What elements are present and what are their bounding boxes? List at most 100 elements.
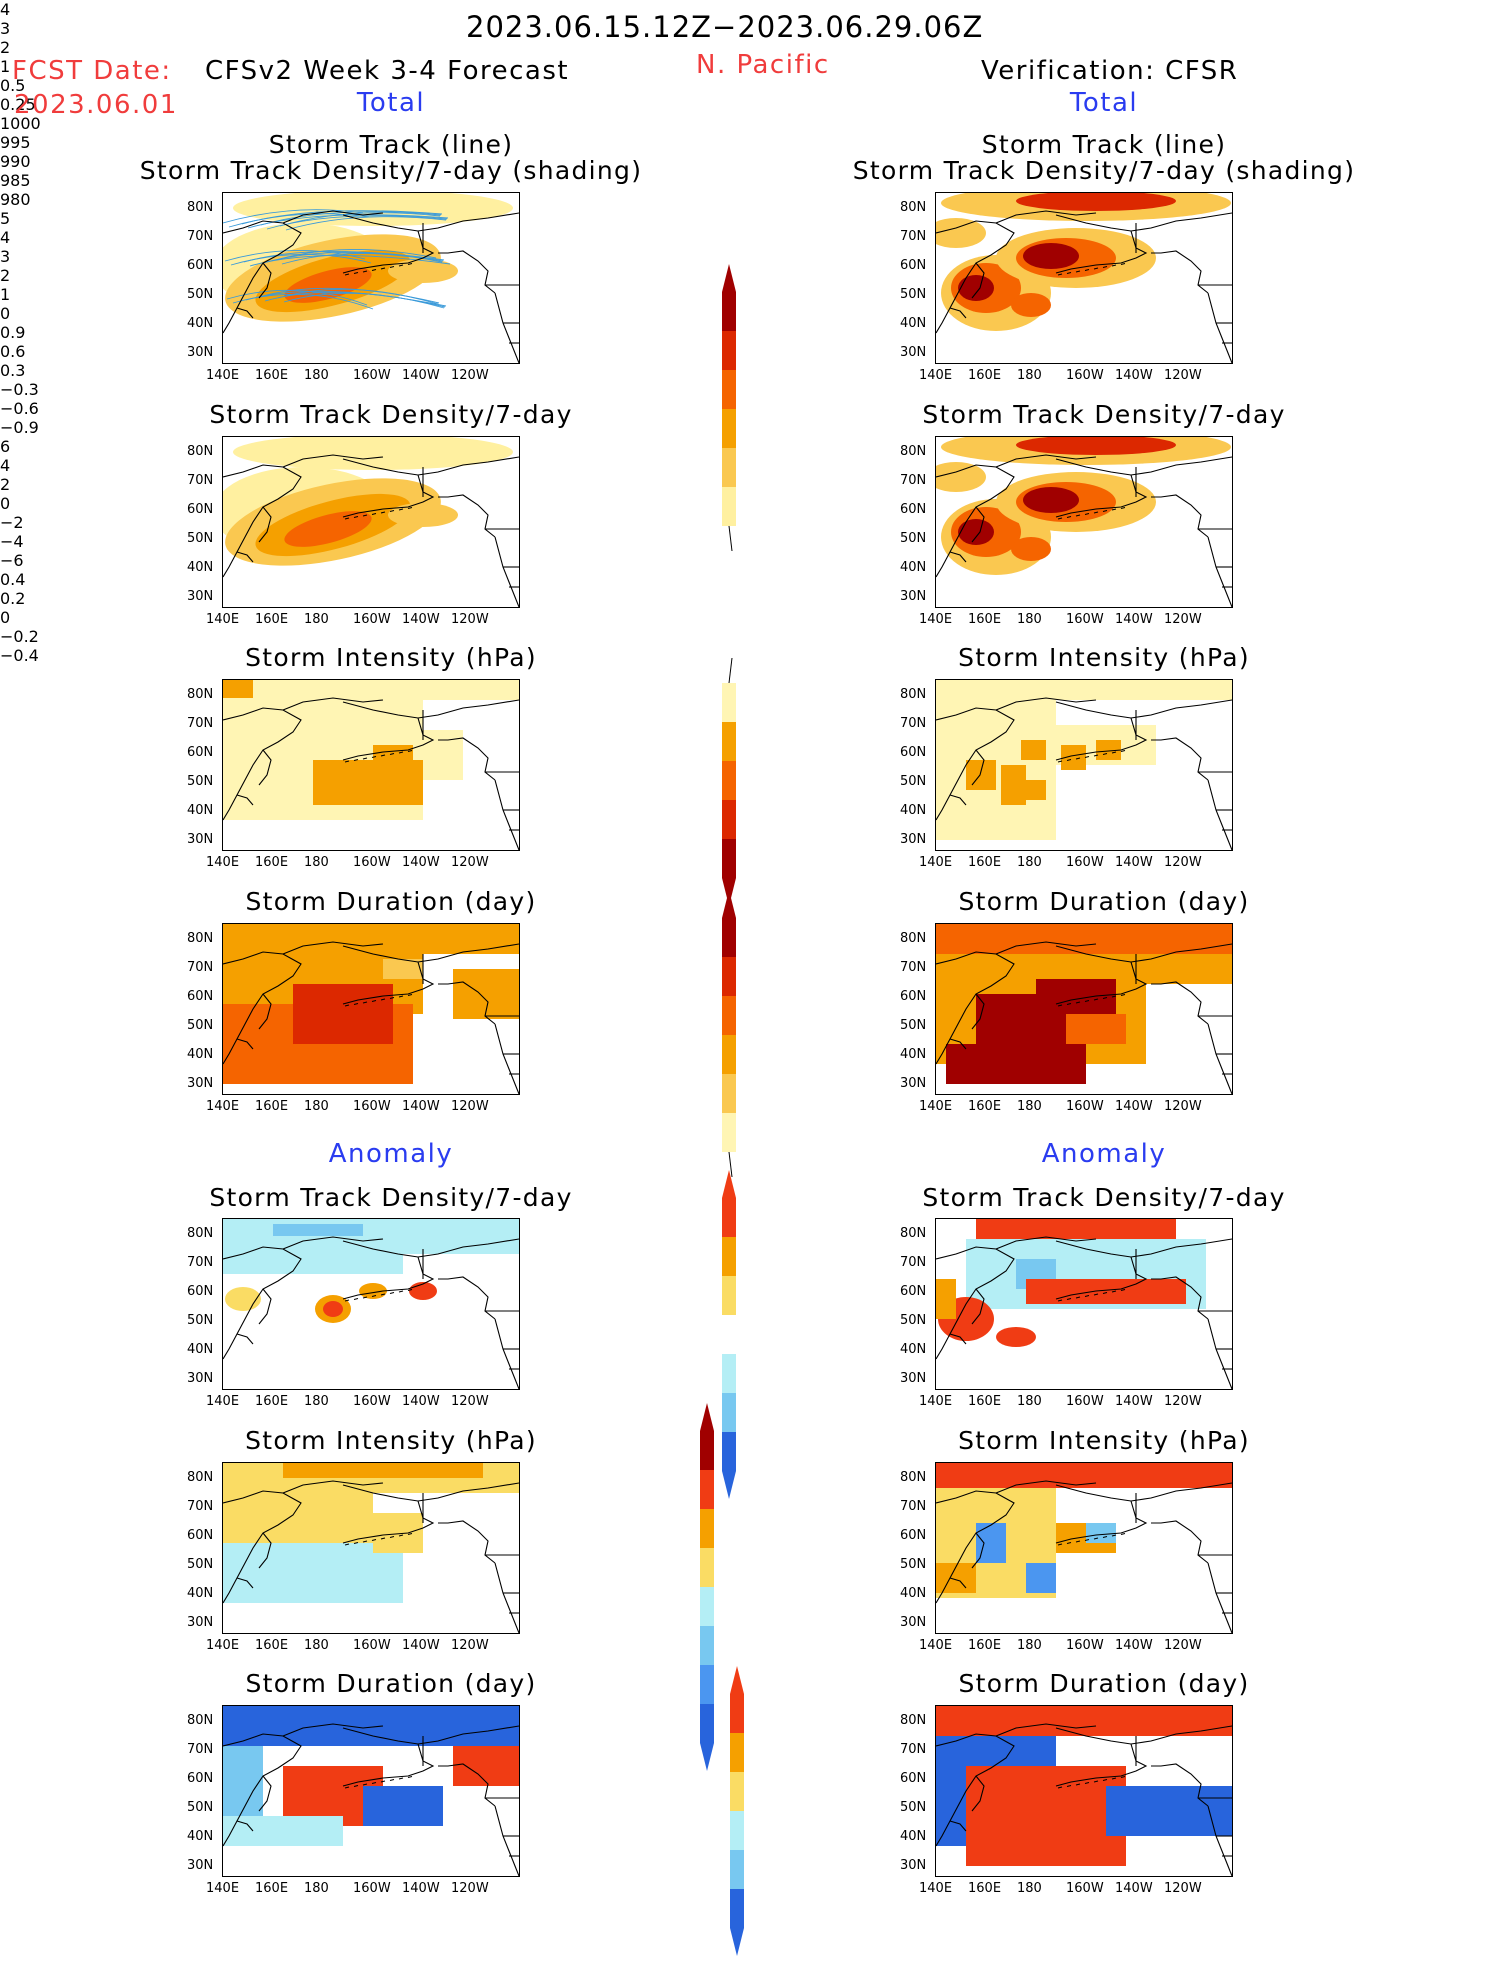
lon-tick-label: 140W	[1115, 1638, 1153, 1653]
fcst-date-value: 2023.06.01	[14, 90, 178, 120]
model-title: CFSv2 Week 3-4 Forecast	[205, 56, 570, 86]
coastline-segment	[398, 995, 404, 998]
lon-tick-label: 180	[304, 1638, 329, 1653]
lat-tick-label: 30N	[900, 345, 927, 360]
coastline-segment	[1057, 1786, 1063, 1789]
coastline-segment	[1207, 779, 1232, 850]
valid-period-title: 2023.06.15.12Z−2023.06.29.06Z	[466, 10, 984, 44]
coastline-segment	[362, 757, 368, 760]
colorbar-label: 990	[0, 152, 31, 171]
shading-cell	[363, 1786, 443, 1826]
title-r4: Storm Duration (day)	[958, 887, 1250, 916]
coastline-segment	[236, 794, 254, 806]
coastline-segment	[1151, 1520, 1209, 1564]
lat-tick-label: 40N	[900, 803, 927, 818]
coastline-segment	[258, 1775, 272, 1812]
lon-tick-label: 140W	[402, 612, 440, 627]
shading-region	[1016, 437, 1176, 455]
coastline-segment	[389, 752, 395, 756]
coastline-segment	[1120, 262, 1126, 266]
coastline-segment	[398, 751, 404, 754]
lon-tick-label: 140W	[402, 1099, 440, 1114]
shading-cell	[223, 680, 519, 700]
colorbar-density_anom	[712, 1168, 746, 1505]
coastline-segment	[342, 943, 519, 963]
shading-region	[323, 1301, 343, 1317]
coastline-segment	[1102, 509, 1108, 513]
map-shading	[223, 680, 519, 850]
lat-tick-label: 70N	[900, 716, 927, 731]
shading-region	[1011, 293, 1051, 317]
shading-region	[233, 437, 513, 470]
coastline-segment	[258, 749, 272, 786]
lat-tick-label: 60N	[900, 1771, 927, 1786]
lat-tick-label: 80N	[187, 1713, 214, 1728]
lon-tick-label: 160W	[353, 1394, 391, 1409]
coastline-segment	[1066, 1784, 1072, 1788]
title-l1a: Storm Track (line)	[268, 130, 514, 159]
lon-tick-label: 140E	[919, 1638, 953, 1653]
map-panel-l-duration	[222, 923, 520, 1095]
lat-tick-label: 80N	[187, 1470, 214, 1485]
coastline-segment	[258, 1288, 272, 1325]
lon-tick-label: 160W	[1066, 855, 1104, 870]
lon-tick-label: 140W	[402, 1881, 440, 1896]
coastline-segment	[1084, 1781, 1090, 1785]
lon-tick-label: 180	[304, 612, 329, 627]
lon-tick-label: 120W	[1164, 612, 1202, 627]
coastline-segment	[995, 1480, 1097, 1494]
map-panel-l-density	[222, 436, 520, 608]
coastline-segment	[1093, 511, 1099, 514]
lon-tick-label: 140E	[206, 1099, 240, 1114]
lon-tick-label: 180	[1017, 1394, 1042, 1409]
colorbar-label: 0	[0, 494, 11, 513]
lat-tick-label: 40N	[900, 560, 927, 575]
shading-cell	[223, 1706, 519, 1746]
map-shading	[223, 437, 519, 607]
title-l6: Storm Intensity (hPa)	[245, 1426, 537, 1455]
lat-tick-label: 70N	[187, 473, 214, 488]
map-panel-r-duration	[935, 923, 1233, 1095]
coastline-segment	[342, 699, 519, 719]
lon-tick-label: 140E	[206, 1394, 240, 1409]
lat-tick-label: 50N	[187, 1557, 214, 1572]
coastline-segment	[1055, 1500, 1148, 1544]
lon-tick-label: 180	[304, 1881, 329, 1896]
shading-region	[958, 519, 994, 545]
coastline-segment	[362, 1540, 368, 1543]
shading-region	[1023, 487, 1079, 513]
coastline-segment	[971, 993, 985, 1030]
coastline-segment	[1111, 1534, 1117, 1537]
coastline-segment	[1055, 456, 1232, 476]
coastline-segment	[282, 1723, 384, 1737]
coastline-segment	[236, 1577, 254, 1589]
map-shading	[223, 1463, 519, 1633]
shading-cell	[373, 745, 413, 765]
shading-cell	[936, 1563, 976, 1593]
coastline-segment	[1102, 996, 1108, 1000]
lon-tick-label: 160W	[353, 368, 391, 383]
region-title: N. Pacific	[696, 50, 830, 80]
colorbar-label: −0.4	[0, 646, 39, 665]
coastline-segment	[1093, 1780, 1099, 1783]
shading-cell	[966, 760, 996, 790]
lat-tick-label: 30N	[187, 1858, 214, 1873]
coastline-segment	[971, 1532, 985, 1569]
lon-tick-label: 160E	[968, 368, 1002, 383]
lon-tick-label: 140E	[206, 855, 240, 870]
coastline-segment	[1066, 1297, 1072, 1301]
coastline-segment	[407, 1532, 413, 1536]
shading-cell	[1001, 765, 1026, 805]
coastline-segment	[1120, 1288, 1126, 1292]
coastline-segment	[1151, 737, 1209, 781]
map-panel-r-d-anom	[935, 1218, 1233, 1390]
coastline-segment	[1055, 717, 1148, 761]
lon-tick-label: 140W	[402, 368, 440, 383]
coastline-segment	[1151, 981, 1209, 1025]
colorbar-label: 985	[0, 171, 31, 190]
lat-tick-label: 50N	[900, 287, 927, 302]
shading-cell	[936, 924, 1232, 954]
lat-tick-label: 60N	[187, 502, 214, 517]
shading-region	[1011, 537, 1051, 561]
